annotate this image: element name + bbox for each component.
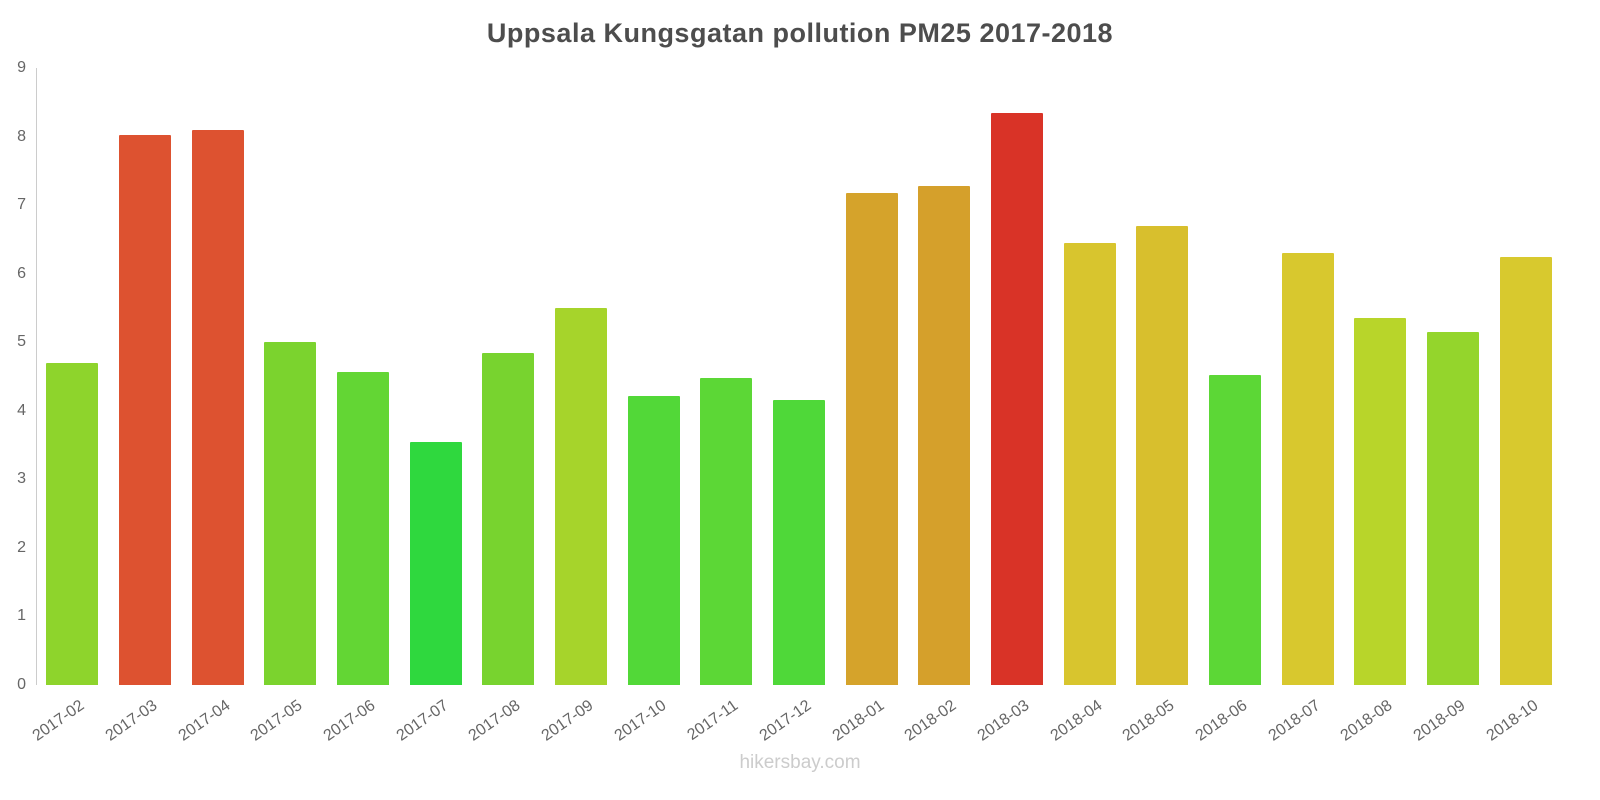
x-axis-label: 2017-03 xyxy=(102,697,161,745)
x-axis-label: 2018-05 xyxy=(1119,697,1178,745)
source-watermark: hikersbay.com xyxy=(739,752,861,773)
x-axis-label: 2017-08 xyxy=(465,697,524,745)
y-tick-label: 8 xyxy=(17,128,26,145)
x-axis-label: 2017-02 xyxy=(29,697,88,745)
x-axis-label: 2017-05 xyxy=(247,697,306,745)
bar-2017-07[interactable] xyxy=(410,442,462,685)
x-axis-label: 2018-06 xyxy=(1192,697,1251,745)
x-axis-label: 2017-09 xyxy=(538,697,597,745)
bar-2017-02[interactable] xyxy=(46,363,98,685)
bar-2018-10[interactable] xyxy=(1500,257,1552,685)
x-axis-label: 2018-09 xyxy=(1410,697,1469,745)
x-axis-label: 2018-04 xyxy=(1047,697,1106,745)
x-axis-label: 2018-08 xyxy=(1337,697,1396,745)
bar-2018-06[interactable] xyxy=(1209,375,1261,685)
y-tick-label: 6 xyxy=(17,265,26,282)
x-axis-label: 2018-02 xyxy=(901,697,960,745)
bar-2017-06[interactable] xyxy=(337,372,389,685)
bar-2018-03[interactable] xyxy=(991,113,1043,685)
bar-2017-04[interactable] xyxy=(192,130,244,685)
x-axis-label: 2017-10 xyxy=(611,697,670,745)
x-axis-label: 2018-10 xyxy=(1483,697,1542,745)
x-axis-label: 2017-12 xyxy=(756,697,815,745)
x-axis-label: 2018-01 xyxy=(829,697,888,745)
bar-2017-11[interactable] xyxy=(700,378,752,685)
bar-2018-09[interactable] xyxy=(1427,332,1479,685)
bar-2017-10[interactable] xyxy=(628,396,680,685)
y-tick-label: 9 xyxy=(17,59,26,76)
bar-2017-03[interactable] xyxy=(119,135,171,685)
bar-2017-05[interactable] xyxy=(264,342,316,685)
bar-2018-01[interactable] xyxy=(846,193,898,685)
x-axis-label: 2017-06 xyxy=(320,697,379,745)
y-tick-label: 3 xyxy=(17,470,26,487)
chart-title: Uppsala Kungsgatan pollution PM25 2017-2… xyxy=(486,18,1114,48)
x-axis-label: 2017-04 xyxy=(175,697,234,745)
bar-2017-08[interactable] xyxy=(482,353,534,685)
bar-2017-12[interactable] xyxy=(773,400,825,685)
bar-2018-04[interactable] xyxy=(1064,243,1116,685)
x-axis-label: 2017-07 xyxy=(393,697,452,745)
y-tick-label: 4 xyxy=(17,402,26,419)
bar-2017-09[interactable] xyxy=(555,308,607,685)
bar-2018-05[interactable] xyxy=(1136,226,1188,685)
x-axis-label: 2017-11 xyxy=(684,697,742,744)
bar-2018-02[interactable] xyxy=(918,186,970,685)
bar-2018-07[interactable] xyxy=(1282,253,1334,685)
bar-2018-08[interactable] xyxy=(1354,318,1406,685)
y-tick-label: 7 xyxy=(17,196,26,213)
y-tick-label: 5 xyxy=(17,333,26,350)
x-axis-label: 2018-03 xyxy=(974,697,1033,745)
x-axis-label: 2018-07 xyxy=(1265,697,1324,745)
y-tick-label: 1 xyxy=(17,607,26,624)
y-tick-label: 0 xyxy=(17,676,26,693)
y-axis-line xyxy=(36,68,37,685)
y-tick-label: 2 xyxy=(17,539,26,556)
